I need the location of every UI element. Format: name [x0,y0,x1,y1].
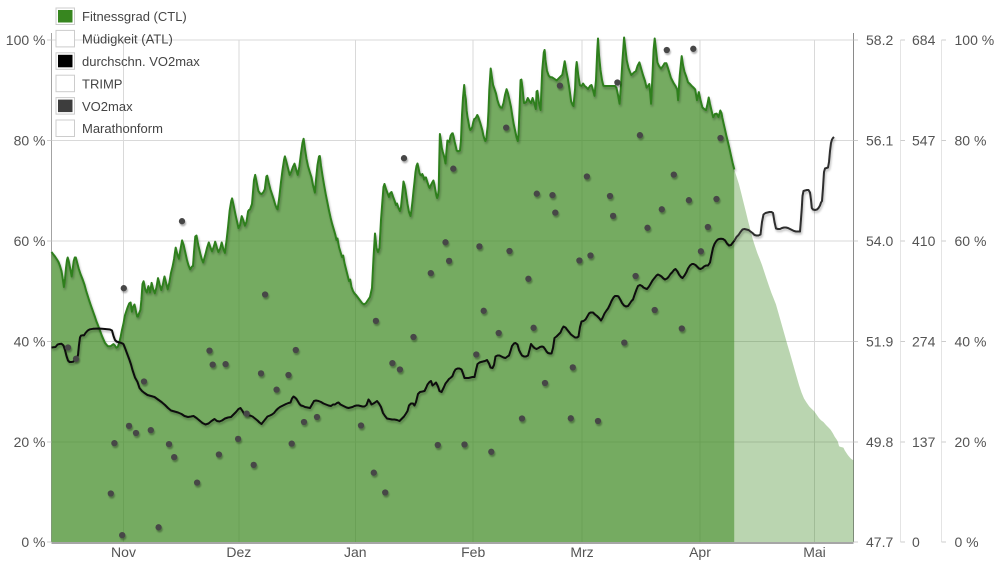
svg-text:100 %: 100 % [955,32,995,48]
svg-text:durchschn. VO2max: durchschn. VO2max [82,54,200,69]
svg-text:547: 547 [912,133,936,149]
svg-text:Nov: Nov [111,544,136,560]
svg-text:Mai: Mai [803,544,826,560]
svg-text:Jan: Jan [344,544,367,560]
svg-text:137: 137 [912,434,936,450]
svg-text:684: 684 [912,32,936,48]
svg-text:54.0: 54.0 [866,233,893,249]
svg-text:0: 0 [912,534,920,550]
svg-text:Fitnessgrad (CTL): Fitnessgrad (CTL) [82,9,187,24]
svg-text:Müdigkeit (ATL): Müdigkeit (ATL) [82,32,173,47]
svg-text:410: 410 [912,233,936,249]
svg-text:51.9: 51.9 [866,333,893,349]
svg-text:100 %: 100 % [6,32,46,48]
svg-text:58.2: 58.2 [866,32,893,48]
svg-text:VO2max: VO2max [82,99,133,114]
svg-text:47.7: 47.7 [866,534,893,550]
svg-text:20 %: 20 % [955,434,987,450]
svg-text:56.1: 56.1 [866,133,893,149]
svg-text:40 %: 40 % [955,333,987,349]
svg-text:Marathonform: Marathonform [82,121,163,136]
svg-text:20 %: 20 % [14,434,46,450]
svg-text:80 %: 80 % [955,133,987,149]
svg-text:Mrz: Mrz [570,544,593,560]
svg-text:Apr: Apr [689,544,711,560]
svg-text:49.8: 49.8 [866,434,893,450]
svg-text:60 %: 60 % [955,233,987,249]
svg-text:0 %: 0 % [955,534,979,550]
svg-text:40 %: 40 % [14,333,46,349]
svg-text:0 %: 0 % [21,534,45,550]
svg-text:Feb: Feb [461,544,485,560]
svg-text:80 %: 80 % [14,133,46,149]
svg-text:60 %: 60 % [14,233,46,249]
svg-text:TRIMP: TRIMP [82,76,122,91]
svg-text:274: 274 [912,333,936,349]
svg-text:Dez: Dez [226,544,251,560]
